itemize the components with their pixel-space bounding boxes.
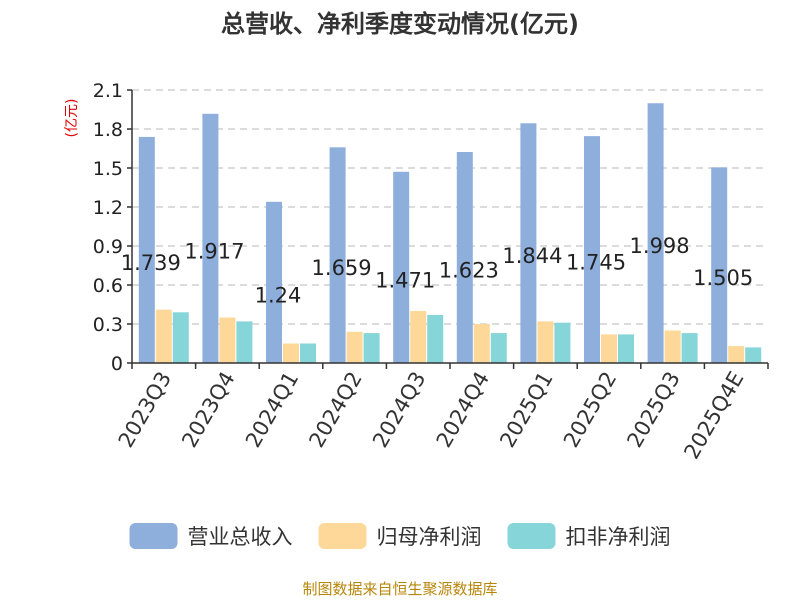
bar-2025Q2-s0 (584, 136, 600, 363)
bar-2025Q3-s1 (664, 330, 681, 363)
data-label: 1.844 (502, 244, 562, 268)
x-tick-label: 2024Q3 (368, 368, 430, 452)
data-label: 1.745 (566, 251, 626, 275)
bar-2025Q3-s0 (647, 103, 664, 363)
x-tick-label: 2024Q1 (241, 368, 303, 452)
bar-2025Q1-s2 (554, 322, 571, 363)
bar-2025Q4E-s2 (745, 347, 762, 363)
bars (138, 103, 762, 363)
x-tick-label: 2025Q2 (559, 368, 621, 452)
data-label: 1.24 (255, 283, 302, 307)
bar-2025Q2-s1 (601, 334, 617, 363)
legend-swatch-1 (318, 523, 367, 549)
x-tick-label: 2025Q1 (495, 368, 557, 452)
bar-2024Q1-s1 (283, 343, 299, 363)
legend-label-0: 营业总收入 (188, 525, 293, 549)
bar-2023Q3-s2 (172, 312, 189, 363)
data-label: 1.917 (184, 239, 244, 263)
bar-2025Q4E-s0 (711, 167, 728, 363)
y-tick-label: 0.3 (93, 314, 123, 336)
bar-2024Q2-s2 (363, 333, 380, 363)
bar-2023Q4-s1 (219, 317, 236, 363)
bar-2025Q3-s2 (681, 333, 698, 363)
y-tick-label: 0.6 (93, 275, 123, 297)
legend-label-1: 归母净利润 (377, 525, 482, 549)
legend-swatch-2 (507, 523, 556, 549)
y-tick-label: 1.5 (93, 158, 123, 180)
y-tick-label: 0 (111, 353, 123, 375)
y-tick-label: 1.8 (93, 119, 123, 141)
x-tick-label: 2025Q3 (622, 368, 684, 452)
y-tick-label: 2.1 (93, 80, 123, 102)
bar-2024Q2-s1 (346, 331, 363, 363)
data-label: 1.659 (312, 256, 372, 280)
grid-lines (132, 89, 768, 325)
x-tick-label: 2025Q4E (679, 368, 748, 464)
bar-2025Q1-s1 (537, 321, 554, 363)
y-tick-label: 1.2 (93, 197, 123, 219)
bar-2025Q2-s2 (618, 334, 634, 363)
chart-title: 总营收、净利季度变动情况(亿元) (221, 10, 579, 38)
x-tick-label: 2024Q4 (432, 368, 494, 452)
x-tick-label: 2023Q4 (177, 368, 239, 452)
y-axis-unit-label: (亿元) (64, 99, 80, 138)
bar-2024Q3-s1 (410, 311, 427, 363)
bar-2024Q1-s2 (300, 343, 316, 363)
bar-2023Q4-s2 (236, 321, 253, 363)
data-label: 1.623 (439, 259, 499, 283)
y-tick-label: 0.9 (93, 236, 123, 258)
data-label: 1.505 (693, 266, 753, 290)
data-label: 1.739 (121, 251, 181, 275)
bar-2024Q3-s0 (393, 171, 410, 363)
data-label: 1.471 (375, 268, 435, 292)
x-tick-label: 2023Q3 (114, 368, 176, 452)
data-label: 1.998 (630, 234, 690, 258)
legend-label-2: 扣非净利润 (566, 525, 671, 549)
bar-2023Q4-s0 (202, 113, 219, 363)
legend: 营业总收入 归母净利润 扣非净利润 (129, 523, 671, 549)
bar-2024Q3-s2 (427, 314, 444, 363)
bar-2024Q4-s1 (473, 324, 490, 363)
bar-2025Q4E-s1 (728, 346, 745, 363)
source-footer: 制图数据来自恒生聚源数据库 (302, 580, 497, 598)
bar-2023Q3-s1 (155, 309, 172, 363)
bar-2024Q1-s0 (266, 201, 282, 363)
bar-2023Q3-s0 (138, 136, 155, 363)
bar-2024Q4-s0 (456, 152, 473, 363)
x-tick-label: 2024Q2 (304, 368, 366, 452)
bar-2024Q2-s0 (329, 147, 346, 363)
bar-2025Q1-s0 (520, 123, 537, 363)
bar-2024Q4-s2 (490, 333, 507, 363)
legend-swatch-0 (129, 523, 178, 549)
